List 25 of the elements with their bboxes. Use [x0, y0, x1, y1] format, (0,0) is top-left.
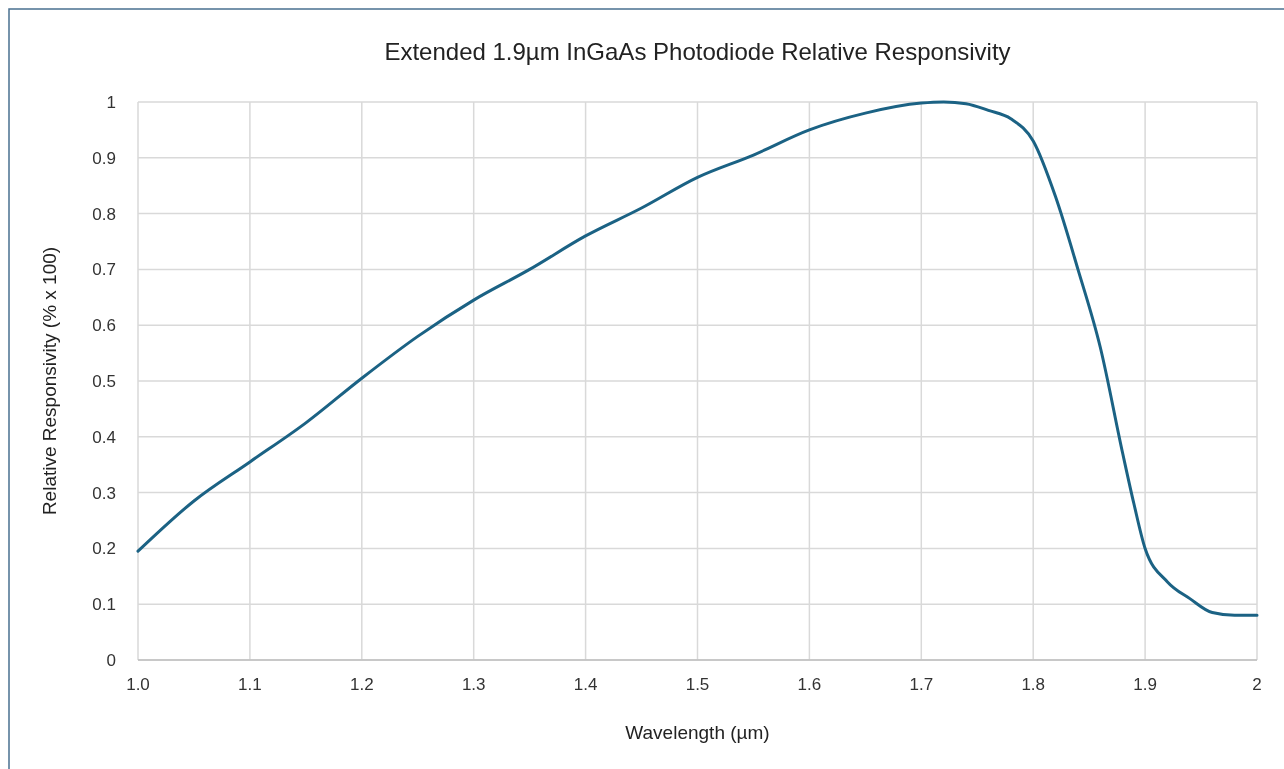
x-tick-label: 1.2	[349, 675, 374, 694]
x-axis-title: Wavelength (µm)	[625, 722, 770, 743]
x-tick-label: 1.9	[1133, 675, 1157, 694]
x-tick-label: 1.1	[238, 675, 262, 694]
y-tick-label: 1	[106, 92, 116, 112]
x-tick-label: 2	[1252, 675, 1262, 694]
y-tick-label: 0.5	[92, 371, 116, 391]
y-tick-label: 0.3	[92, 483, 116, 503]
y-axis-title: Relative Responsivity (% x 100)	[39, 246, 60, 516]
x-tick-label: 1.4	[573, 675, 598, 694]
y-tick-label: 0.4	[92, 427, 116, 447]
y-tick-label: 0.9	[92, 148, 116, 168]
y-tick-label: 0.2	[92, 539, 116, 559]
x-tick-label: 1.7	[909, 675, 934, 694]
y-tick-label: 0.1	[92, 595, 116, 615]
chart-title: Extended 1.9µm InGaAs Photodiode Relative Responsivity	[384, 38, 1011, 65]
y-tick-label: 0.6	[92, 316, 116, 336]
y-tick-label: 0.7	[92, 260, 116, 280]
y-tick-label: 0.8	[92, 204, 116, 224]
x-tick-label: 1.8	[1021, 675, 1046, 694]
x-tick-label: 1.5	[685, 675, 710, 694]
x-tick-label: 1.0	[126, 675, 150, 694]
x-tick-label: 1.3	[461, 675, 486, 694]
y-tick-label: 0	[106, 650, 116, 670]
x-tick-label: 1.6	[797, 675, 822, 694]
